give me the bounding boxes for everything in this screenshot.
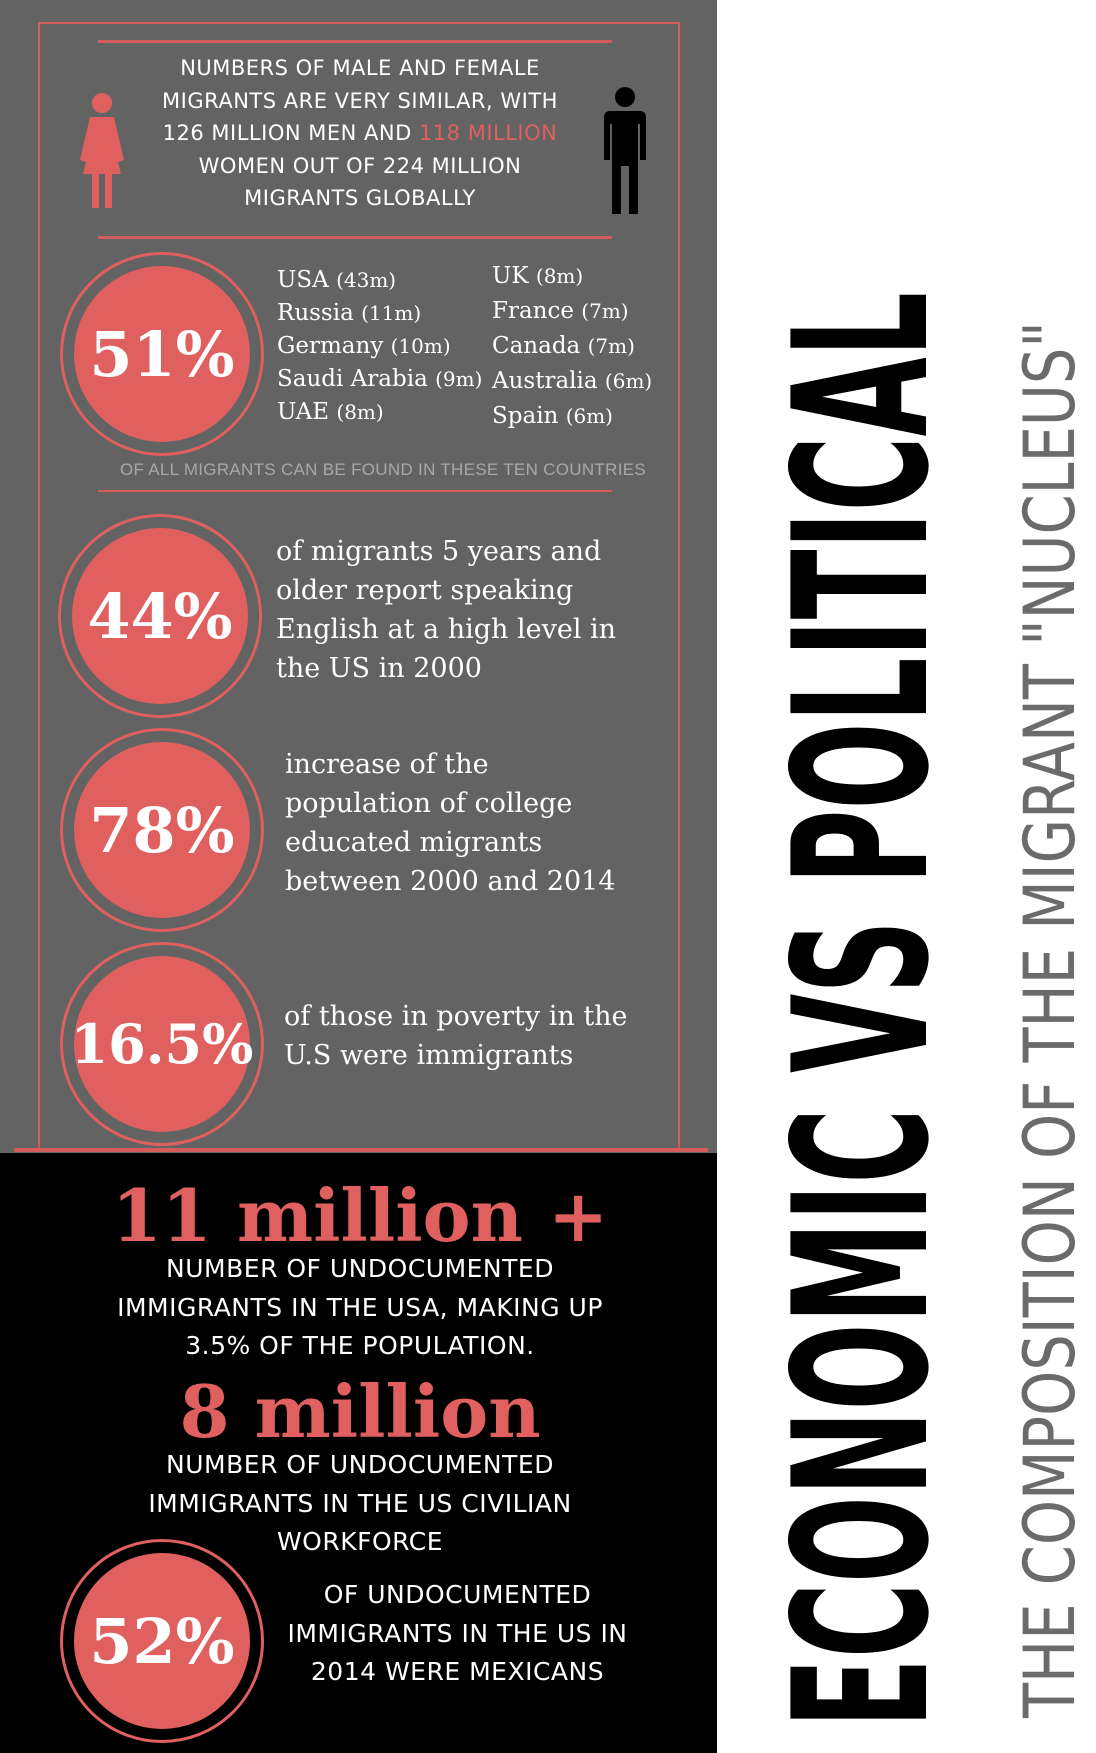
stat-line: population of college — [285, 788, 573, 819]
divider-top — [98, 40, 612, 43]
stat-line: older report speaking — [276, 575, 574, 606]
percent-circle-mexicans: 52% — [60, 1539, 264, 1743]
intro-line-1: NUMBERS OF MALE AND FEMALE — [180, 56, 540, 80]
caps-line: WORKFORCE — [276, 1527, 444, 1556]
stat-line: English at a high level in — [276, 614, 617, 645]
stat-line: between 2000 and 2014 — [285, 866, 616, 897]
divider-countries — [98, 490, 612, 492]
country-item: Russia (11m) — [277, 300, 422, 326]
subtitle: THE COMPOSITION OF THE MIGRANT "NUCLEUS" — [1009, 321, 1091, 1718]
stat-line: educated migrants — [285, 827, 543, 858]
stat-line: the US in 2000 — [276, 653, 482, 684]
stat-english-text: of migrants 5 years and older report spe… — [276, 532, 616, 688]
intro-line-5: MIGRANTS GLOBALLY — [244, 186, 476, 210]
country-item: Spain (6m) — [492, 403, 613, 429]
caps-line: 3.5% OF THE POPULATION. — [185, 1331, 535, 1360]
stat-line: U.S were immigrants — [284, 1040, 574, 1071]
intro-women-count: 118 MILLION — [418, 121, 558, 145]
percent-circle-poverty: 16.5% — [60, 942, 264, 1146]
undocumented-workforce: 8 million — [179, 1369, 541, 1454]
country-item: Germany (10m) — [277, 333, 451, 359]
intro-text: NUMBERS OF MALE AND FEMALE MIGRANTS ARE … — [140, 52, 580, 215]
caps-line: 2014 WERE MEXICANS — [310, 1657, 605, 1686]
caps-line: IMMIGRANTS IN THE US CIVILIAN — [148, 1488, 572, 1518]
male-icon — [604, 87, 646, 214]
country-item: Australia (6m) — [492, 368, 653, 394]
gray-section: NUMBERS OF MALE AND FEMALE MIGRANTS ARE … — [0, 0, 717, 1153]
stat-college-text: increase of the population of college ed… — [285, 745, 616, 901]
female-icon — [80, 93, 124, 208]
intro-line-4: WOMEN OUT OF 224 MILLION — [198, 153, 522, 178]
countries-column-1: USA (43m) Russia (11m) Germany (10m) Sau… — [277, 264, 482, 429]
main-title: ECONOMIC VS POLITICAL — [753, 292, 970, 1729]
country-item: Saudi Arabia (9m) — [277, 366, 483, 392]
percent-circle-countries: 51% — [60, 252, 264, 456]
country-item: UAE (8m) — [277, 399, 384, 425]
percent-circle-college: 78% — [60, 728, 264, 932]
caps-line: IMMIGRANTS IN THE USA, MAKING UP — [117, 1292, 603, 1322]
caps-line: NUMBER OF UNDOCUMENTED — [166, 1254, 554, 1283]
stat-line: of migrants 5 years and — [276, 536, 602, 567]
country-item: USA (43m) — [277, 267, 397, 293]
black-section: 11 million + NUMBER OF UNDOCUMENTED IMMI… — [0, 1153, 717, 1753]
percent-circle-english: 44% — [58, 514, 262, 718]
intro-men: 126 MILLION MEN AND — [162, 121, 412, 145]
country-item: France (7m) — [492, 298, 629, 324]
infographic-panel: NUMBERS OF MALE AND FEMALE MIGRANTS ARE … — [0, 0, 717, 1753]
mexicans-text: OF UNDOCUMENTED IMMIGRANTS IN THE US IN … — [265, 1576, 650, 1692]
caps-line: NUMBER OF UNDOCUMENTED — [166, 1450, 554, 1479]
undocumented-workforce-text: NUMBER OF UNDOCUMENTED IMMIGRANTS IN THE… — [60, 1446, 660, 1562]
undocumented-total-text: NUMBER OF UNDOCUMENTED IMMIGRANTS IN THE… — [60, 1250, 660, 1366]
stat-line: of those in poverty in the — [284, 1001, 628, 1032]
stat-poverty-text: of those in poverty in the U.S were immi… — [284, 997, 628, 1075]
intro-line-3: 126 MILLION MEN AND 118 MILLION — [140, 117, 580, 150]
countries-note: OF ALL MIGRANTS CAN BE FOUND IN THESE TE… — [119, 460, 646, 479]
caps-line: IMMIGRANTS IN THE US IN — [287, 1618, 628, 1648]
percent-countries: 51% — [89, 317, 235, 391]
stat-line: increase of the — [285, 749, 489, 780]
percent-mexicans: 52% — [89, 1604, 235, 1678]
percent-poverty: 16.5% — [70, 1012, 254, 1076]
percent-college: 78% — [89, 793, 235, 867]
caps-line: OF UNDOCUMENTED — [323, 1580, 592, 1609]
percent-english: 44% — [87, 579, 233, 653]
divider-intro — [98, 236, 612, 239]
country-item: UK (8m) — [492, 263, 584, 289]
countries-column-2: UK (8m) France (7m) Canada (7m) Australi… — [492, 259, 652, 434]
intro-line-2: MIGRANTS ARE VERY SIMILAR, WITH — [162, 88, 558, 113]
undocumented-total: 11 million + — [111, 1173, 609, 1258]
divider-bottom — [14, 1148, 708, 1152]
country-item: Canada (7m) — [492, 333, 635, 359]
